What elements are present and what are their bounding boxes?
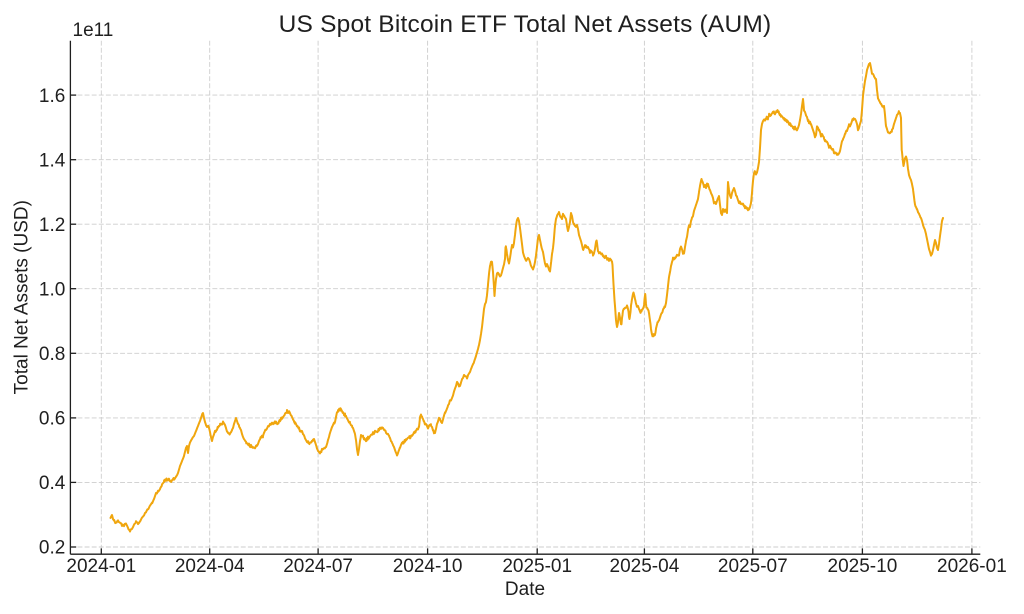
svg-text:2024-07: 2024-07 bbox=[283, 556, 353, 577]
svg-text:0.2: 0.2 bbox=[39, 538, 65, 559]
svg-text:2024-10: 2024-10 bbox=[393, 556, 463, 577]
svg-text:2025-04: 2025-04 bbox=[610, 556, 680, 577]
svg-text:2024-04: 2024-04 bbox=[175, 556, 245, 577]
svg-text:1.2: 1.2 bbox=[39, 215, 65, 236]
svg-text:2025-01: 2025-01 bbox=[502, 556, 572, 577]
svg-text:0.4: 0.4 bbox=[39, 473, 66, 494]
svg-text:2025-10: 2025-10 bbox=[828, 556, 898, 577]
svg-text:Total Net Assets (USD): Total Net Assets (USD) bbox=[12, 200, 33, 394]
svg-text:0.8: 0.8 bbox=[39, 344, 65, 365]
svg-text:1.0: 1.0 bbox=[39, 279, 65, 300]
svg-text:2024-01: 2024-01 bbox=[66, 556, 136, 577]
svg-text:US Spot Bitcoin ETF Total Net: US Spot Bitcoin ETF Total Net Assets (AU… bbox=[279, 11, 772, 38]
svg-text:1.6: 1.6 bbox=[39, 86, 65, 107]
svg-text:Date: Date bbox=[505, 579, 545, 600]
svg-text:0.6: 0.6 bbox=[39, 409, 65, 430]
svg-text:1.4: 1.4 bbox=[39, 150, 66, 171]
svg-text:2026-01: 2026-01 bbox=[937, 556, 1007, 577]
svg-text:2025-07: 2025-07 bbox=[718, 556, 788, 577]
svg-text:1e11: 1e11 bbox=[73, 20, 114, 41]
